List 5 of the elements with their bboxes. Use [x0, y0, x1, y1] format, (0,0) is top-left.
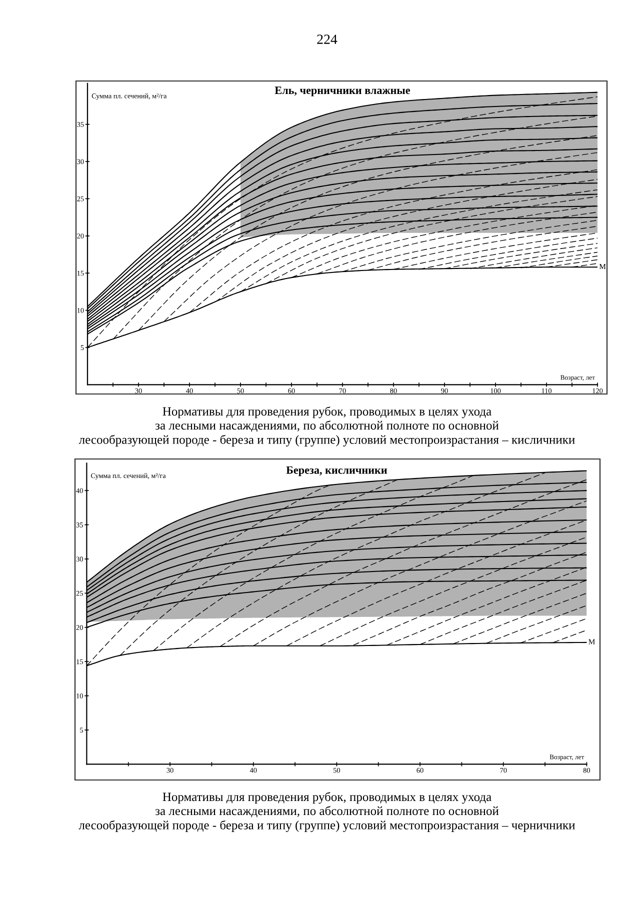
text: 224 — [317, 34, 338, 44]
text: Нормативы для проведения рубок, проводимых в целях ухода за лесными насаждениями, по абсолютной полноте по основной лесообразующей породе - береза и типу (группе) условий местопроизрастания – черничники — [78, 792, 575, 832]
text: Нормативы для проведения рубок, проводимых в целях ухода за лесными насаждениями, по абсолютной полноте по основной лесообразующей породе - береза и типу (группе) условий местопроизрастания – кисличники — [78, 406, 575, 446]
chart-title: Береза, кисличники — [286, 466, 388, 476]
chart-title: Ель, черничники влажные — [274, 86, 410, 96]
